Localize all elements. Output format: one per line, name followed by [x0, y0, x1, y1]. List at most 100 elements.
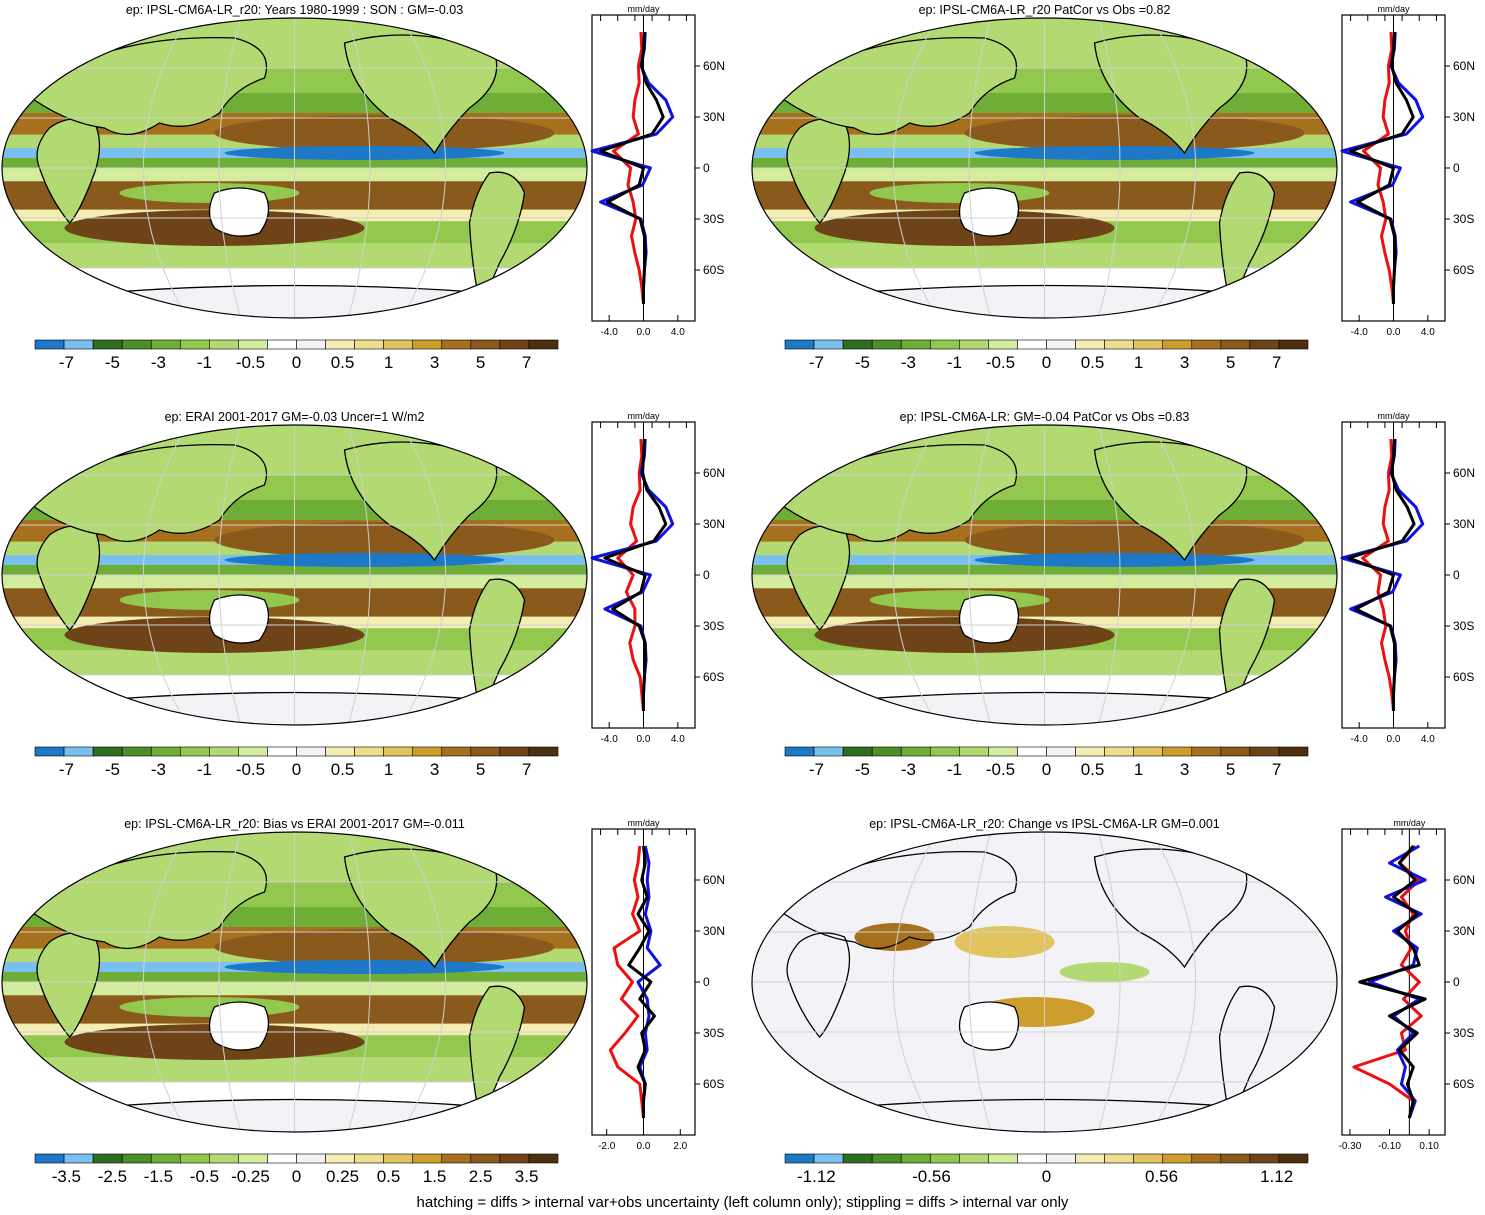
colorbar-swatch [784, 1153, 815, 1164]
colorbar-swatch [1075, 1153, 1105, 1164]
colorbar-swatch [499, 1153, 530, 1164]
lat-tick-label: 0 [1453, 568, 1460, 582]
colorbar-swatch [92, 1153, 123, 1164]
colorbar-label: -0.5 [986, 353, 1015, 372]
colorbar: -7 -5 -3 -1 -0.5 0 0.5 1 3 5 7 [784, 339, 1309, 372]
colorbar-swatch [929, 339, 960, 350]
lat-tick-label: 30S [1453, 619, 1474, 633]
zonal-x-tick-label: -4.0 [1351, 734, 1369, 745]
zonal-x-tick-label: 0.0 [1387, 327, 1401, 338]
colorbar-label: 0 [1042, 1167, 1051, 1186]
colorbar-label: 1.12 [1260, 1167, 1293, 1186]
zonal-mean-panel: mm/day -4.0 0.0 4.0 60N 30N 0 30S 60S [1340, 4, 1475, 338]
colorbar-swatch [1046, 1153, 1076, 1164]
lat-tick-label: 0 [703, 568, 710, 582]
spcz-band [119, 997, 300, 1017]
meridian-line [892, 425, 938, 725]
colorbar-label: 0 [1042, 353, 1051, 372]
colorbar-swatch [871, 1153, 902, 1164]
colorbar-swatch [842, 339, 873, 350]
colorbar-swatch [1046, 746, 1076, 757]
zonal-x-tick-label: 0.10 [1419, 1141, 1439, 1152]
zonal-diff-line [616, 438, 645, 712]
colorbar-swatch [325, 339, 355, 350]
colorbar-label: 0 [292, 760, 301, 779]
footer-caption: hatching = diffs > internal var+obs unce… [416, 1194, 1069, 1211]
map-border [751, 424, 1338, 726]
colorbar-label: -0.5 [236, 760, 265, 779]
panel-title: ep: IPSL-CM6A-LR_r20: Bias vs ERAI 2001-… [124, 817, 465, 831]
colorbar-swatch [412, 1153, 443, 1164]
lat-tick-label: 60N [703, 466, 725, 480]
colorbar-swatch [1162, 339, 1193, 350]
zonal-x-tick-label: 0.0 [637, 734, 651, 745]
meridian-line [1151, 425, 1197, 725]
colorbar-label: 2.5 [469, 1167, 493, 1186]
zonal-x-tick-label: -2.0 [598, 1141, 616, 1152]
spcz-band [119, 590, 300, 610]
map-field [2, 18, 587, 318]
colorbar-swatch [267, 746, 297, 757]
meridian-line [968, 18, 992, 318]
zonal-x-tick-label: -0.30 [1339, 1141, 1362, 1152]
colorbar-label: -3 [151, 353, 166, 372]
colorbar-swatch [1220, 339, 1251, 350]
colorbar-label: 3 [430, 353, 439, 372]
lat-tick-label: 30N [1453, 517, 1475, 531]
panel-2: ep: IPSL-CM6A-LR_r20 PatCor vs Obs =0.82… [751, 3, 1475, 372]
lat-tick-label: 30N [1453, 924, 1475, 938]
colorbar-label: 0 [1042, 760, 1051, 779]
panel-title: ep: IPSL-CM6A-LR_r20 PatCor vs Obs =0.82 [919, 3, 1171, 17]
zonal-model-line [603, 438, 668, 711]
colorbar-swatch [267, 339, 297, 350]
zonal-model-line [599, 31, 665, 304]
colorbar-swatch [1278, 1153, 1309, 1164]
colorbar-label: 3 [1180, 353, 1189, 372]
itcz-band [974, 146, 1255, 160]
colorbar-label: -1 [197, 760, 212, 779]
colorbar-swatch [988, 746, 1018, 757]
map-field [2, 425, 587, 725]
itcz-band [974, 553, 1255, 567]
colorbar-swatch [871, 746, 902, 757]
lat-tick-label: 60S [1453, 263, 1474, 277]
colorbar-swatch [63, 746, 94, 757]
subtropical-dry-zone [214, 115, 555, 151]
panel-title: ep: IPSL-CM6A-LR_r20: Change vs IPSL-CM6… [869, 817, 1220, 831]
spcz-band [869, 590, 1050, 610]
colorbar-label: -1.5 [144, 1167, 173, 1186]
colorbar-swatch [842, 1153, 873, 1164]
meridian-line [968, 425, 992, 725]
lat-tick-label: 0 [703, 975, 710, 989]
zonal-x-tick-label: -0.10 [1378, 1141, 1401, 1152]
colorbar: -3.5 -2.5 -1.5 -0.5 -0.25 0 0.25 0.5 1.5 2.5 3.5 [34, 1153, 559, 1186]
zonal-x-tick-label: 4.0 [1421, 327, 1435, 338]
colorbar-swatch [383, 746, 414, 757]
colorbar-label: 3 [430, 760, 439, 779]
colorbar-label: 7 [1272, 353, 1281, 372]
colorbar-label: -7 [59, 760, 74, 779]
lat-tick-label: 30N [703, 110, 725, 124]
lat-tick-label: 0 [703, 161, 710, 175]
subtropical-dry-zone [964, 115, 1305, 151]
colorbar-swatch [1278, 746, 1309, 757]
colorbar-swatch [354, 1153, 384, 1164]
meridian-line [892, 832, 938, 1132]
colorbar-swatch [1133, 746, 1164, 757]
colorbar-swatch [470, 1153, 501, 1164]
colorbar-swatch [900, 1153, 931, 1164]
map-border [751, 17, 1338, 319]
eurasia-outline [773, 850, 1018, 949]
australia-outline [958, 594, 1020, 644]
zonal-model-line [1349, 31, 1415, 304]
panel-title: ep: IPSL-CM6A-LR_r20: Years 1980-1999 : … [126, 3, 463, 17]
colorbar-label: 1 [1134, 353, 1143, 372]
map-border [1, 424, 588, 726]
map-border [751, 831, 1338, 1133]
lat-tick-label: 30S [703, 1026, 724, 1040]
zonal-unit-label: mm/day [627, 411, 660, 421]
colorbar-swatch [470, 339, 501, 350]
colorbar-label: 1 [1134, 760, 1143, 779]
zonal-diff-line [612, 31, 645, 305]
